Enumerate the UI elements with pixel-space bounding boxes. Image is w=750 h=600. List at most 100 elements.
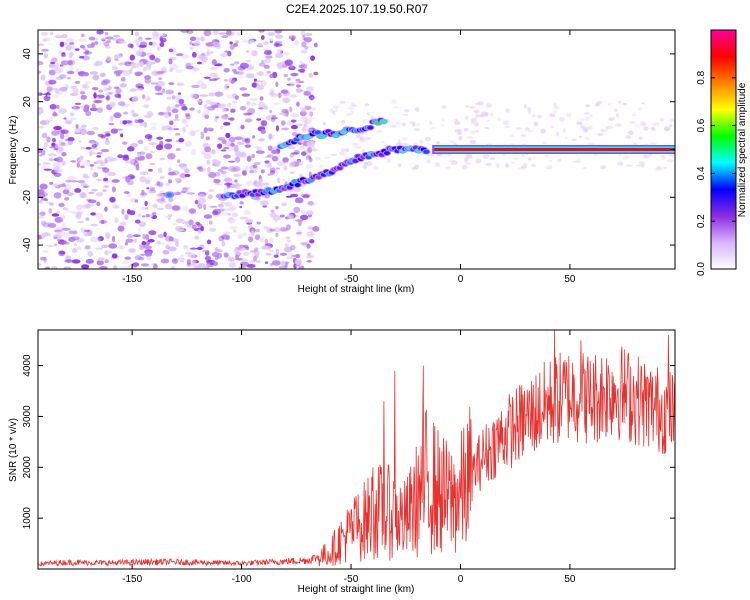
noise-blob <box>55 226 64 230</box>
noise-blob <box>104 232 111 239</box>
noise-blob <box>238 151 247 158</box>
noise-blob <box>125 123 134 127</box>
noise-blob <box>631 113 637 117</box>
noise-blob <box>58 146 64 152</box>
noise-blob <box>275 34 283 39</box>
noise-blob <box>160 32 167 37</box>
noise-blob <box>414 107 420 112</box>
x-tick-label: 50 <box>564 274 576 285</box>
noise-blob <box>145 234 150 241</box>
noise-blob <box>240 124 245 130</box>
noise-blob <box>58 107 68 114</box>
noise-blob <box>76 211 83 216</box>
noise-blob <box>76 68 80 74</box>
noise-blob <box>88 191 95 195</box>
noise-blob <box>578 135 583 139</box>
noise-blob <box>120 133 124 138</box>
noise-blob <box>151 211 157 216</box>
noise-blob <box>100 149 110 153</box>
noise-blob <box>282 97 291 104</box>
noise-blob <box>83 50 93 55</box>
noise-blob <box>148 230 157 236</box>
noise-blob <box>465 162 471 165</box>
noise-blob <box>49 202 55 206</box>
feature-blob <box>383 151 390 156</box>
noise-blob <box>58 202 65 208</box>
noise-blob <box>150 126 157 131</box>
noise-blob <box>180 190 187 194</box>
noise-blob <box>143 95 151 102</box>
noise-blob <box>171 205 181 211</box>
noise-blob <box>264 160 271 163</box>
noise-blob <box>124 120 133 124</box>
noise-blob <box>124 103 130 107</box>
noise-blob <box>306 243 311 249</box>
noise-blob <box>441 105 447 109</box>
noise-blob <box>157 234 164 239</box>
noise-blob <box>175 229 185 232</box>
noise-blob <box>147 238 155 243</box>
noise-blob <box>239 201 244 205</box>
noise-blob <box>54 229 63 233</box>
noise-blob <box>302 34 306 41</box>
noise-blob <box>311 148 319 152</box>
noise-blob <box>664 128 669 131</box>
noise-blob <box>293 206 301 214</box>
y-tick-label: 40 <box>22 48 33 60</box>
noise-blob <box>252 255 257 262</box>
noise-blob <box>300 108 307 113</box>
noise-blob <box>470 120 475 125</box>
noise-blob <box>171 105 178 110</box>
noise-blob <box>348 106 355 110</box>
noise-blob <box>80 147 87 150</box>
noise-blob <box>68 230 74 235</box>
noise-blob <box>245 218 254 224</box>
noise-blob <box>158 111 165 116</box>
noise-blob <box>463 127 469 132</box>
noise-blob <box>281 127 289 131</box>
noise-blob <box>203 76 211 79</box>
noise-blob <box>285 195 293 198</box>
noise-blob <box>260 35 265 40</box>
noise-blob <box>238 266 246 269</box>
noise-blob <box>46 94 51 97</box>
noise-blob <box>228 166 237 172</box>
noise-blob <box>78 74 85 77</box>
noise-blob <box>134 255 142 261</box>
noise-blob <box>38 234 43 240</box>
x-tick-label: 0 <box>458 274 464 285</box>
noise-blob <box>214 183 223 186</box>
noise-blob <box>66 77 72 80</box>
noise-blob <box>254 234 261 241</box>
noise-blob <box>50 31 54 36</box>
noise-blob <box>272 71 278 79</box>
noise-blob <box>553 110 557 113</box>
noise-blob <box>655 166 663 171</box>
noise-blob <box>234 257 244 261</box>
noise-blob <box>213 178 221 184</box>
noise-blob <box>287 252 294 258</box>
noise-blob <box>121 208 125 215</box>
noise-blob <box>282 89 291 97</box>
noise-blob <box>553 105 560 110</box>
noise-blob <box>137 214 142 217</box>
noise-blob <box>622 102 628 106</box>
noise-blob <box>464 115 469 121</box>
noise-blob <box>256 84 265 91</box>
noise-blob <box>276 161 286 167</box>
noise-blob <box>163 113 170 118</box>
noise-blob <box>134 119 139 124</box>
noise-blob <box>259 137 266 142</box>
noise-blob <box>313 71 319 76</box>
noise-blob <box>284 59 293 66</box>
noise-blob <box>128 248 136 253</box>
noise-blob <box>189 41 193 46</box>
noise-blob <box>294 129 299 133</box>
noise-blob <box>54 88 60 94</box>
noise-blob <box>80 183 88 187</box>
noise-blob <box>269 109 273 114</box>
noise-blob <box>309 96 316 100</box>
noise-blob <box>85 146 92 150</box>
noise-blob <box>114 58 119 61</box>
noise-blob <box>277 92 282 99</box>
